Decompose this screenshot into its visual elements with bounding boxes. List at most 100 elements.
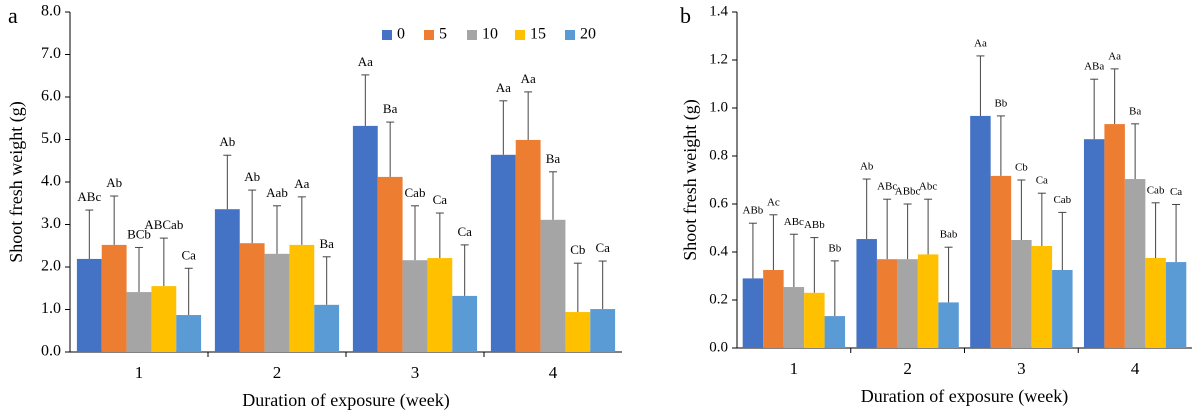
significance-label: Ab [106, 175, 122, 190]
y-tick-label: 6.0 [41, 88, 61, 105]
significance-label: Abc [919, 181, 937, 193]
bar [742, 278, 764, 348]
panel-label: a [8, 3, 18, 28]
x-axis-title: Duration of exposure (week) [861, 386, 1068, 407]
bar [938, 302, 959, 348]
x-tick-label: 3 [411, 363, 420, 382]
legend-label: 20 [580, 26, 596, 43]
bar [1052, 270, 1073, 348]
bar [239, 243, 265, 352]
significance-label: Ac [767, 196, 780, 208]
bar [76, 258, 102, 352]
x-tick-label: 4 [1131, 359, 1140, 378]
bar [1011, 240, 1032, 348]
significance-label: Ca [1036, 175, 1048, 187]
y-tick-label: 0.2 [709, 291, 728, 307]
significance-label: Ca [181, 247, 196, 262]
significance-label: Aa [496, 80, 511, 95]
y-tick-label: 8.0 [41, 3, 61, 20]
significance-label: Aa [358, 54, 373, 69]
significance-label: ABb [804, 219, 825, 231]
significance-label: ABa [1084, 61, 1104, 73]
y-axis-title: Shoot fresh weight (g) [680, 99, 701, 260]
bar [1031, 246, 1053, 348]
bar [856, 239, 877, 348]
legend-label: 5 [439, 26, 447, 43]
significance-label: Ca [1170, 186, 1182, 198]
bar [990, 175, 1012, 348]
y-tick-label: 0.6 [709, 195, 728, 211]
bar [126, 292, 152, 352]
y-tick-label: 3.0 [41, 215, 61, 232]
bar [176, 315, 202, 352]
significance-label: Aa [974, 37, 987, 49]
significance-label: Bb [828, 242, 841, 254]
significance-label: Ba [1129, 105, 1141, 117]
significance-label: Cb [570, 242, 585, 257]
bar [314, 304, 340, 352]
significance-label: Ba [546, 151, 561, 166]
legend-swatch [565, 30, 575, 40]
y-tick-label: 2.0 [41, 258, 61, 275]
y-tick-label: 5.0 [41, 130, 61, 147]
bar [1083, 139, 1105, 348]
bar [783, 287, 805, 348]
panel-label: b [680, 3, 691, 28]
significance-label: Bab [940, 229, 958, 241]
bar [565, 312, 591, 352]
significance-label: Ba [319, 236, 334, 251]
bar [352, 125, 378, 353]
significance-label: Bb [994, 97, 1007, 109]
significance-label: Ca [433, 192, 448, 207]
significance-label: Ab [219, 134, 235, 149]
significance-label: Aab [266, 185, 288, 200]
y-tick-label: 0.0 [709, 339, 728, 355]
legend-swatch [382, 30, 392, 40]
y-tick-label: 1.4 [709, 3, 728, 19]
significance-label: Cb [1015, 162, 1028, 174]
legend-label: 0 [397, 26, 405, 43]
bar [214, 209, 240, 352]
bar [452, 295, 478, 352]
bar [824, 316, 846, 348]
significance-label: Ca [457, 224, 472, 239]
bar [1165, 262, 1187, 348]
significance-label: Ab [860, 161, 874, 173]
bar [540, 219, 566, 352]
significance-label: ABb [743, 205, 764, 217]
significance-label: Ab [244, 169, 260, 184]
y-tick-label: 0.4 [709, 243, 728, 259]
x-tick-label: 3 [1017, 359, 1026, 378]
significance-label: Aa [294, 176, 309, 191]
legend-swatch [424, 30, 434, 40]
significance-label: Cab [1053, 194, 1071, 206]
significance-label: ABc [77, 189, 101, 204]
bar [515, 139, 541, 352]
x-tick-label: 1 [790, 359, 799, 378]
significance-label: ABbc [895, 186, 921, 198]
y-tick-label: 0.0 [41, 343, 61, 360]
significance-label: Ca [595, 240, 610, 255]
bar [1145, 258, 1166, 348]
x-tick-label: 4 [549, 363, 558, 382]
legend-label: 15 [530, 26, 546, 43]
bar [289, 244, 315, 352]
significance-label: Ba [383, 101, 398, 116]
bar [151, 286, 177, 352]
significance-label: ABCab [144, 217, 183, 232]
bar [490, 154, 516, 352]
x-tick-label: 2 [273, 363, 282, 382]
bar [427, 258, 453, 352]
y-tick-label: 1.0 [709, 99, 728, 115]
significance-label: Aa [521, 71, 536, 86]
significance-label: ABc [877, 181, 897, 193]
bar [876, 259, 898, 348]
x-axis-title: Duration of exposure (week) [242, 390, 449, 411]
legend-label: 10 [482, 26, 498, 43]
y-tick-label: 1.2 [709, 51, 728, 67]
significance-label: ABc [784, 216, 804, 228]
x-tick-label: 2 [903, 359, 912, 378]
significance-label: Cab [1147, 184, 1165, 196]
legend-swatch [467, 30, 477, 40]
y-tick-label: 7.0 [41, 45, 61, 62]
